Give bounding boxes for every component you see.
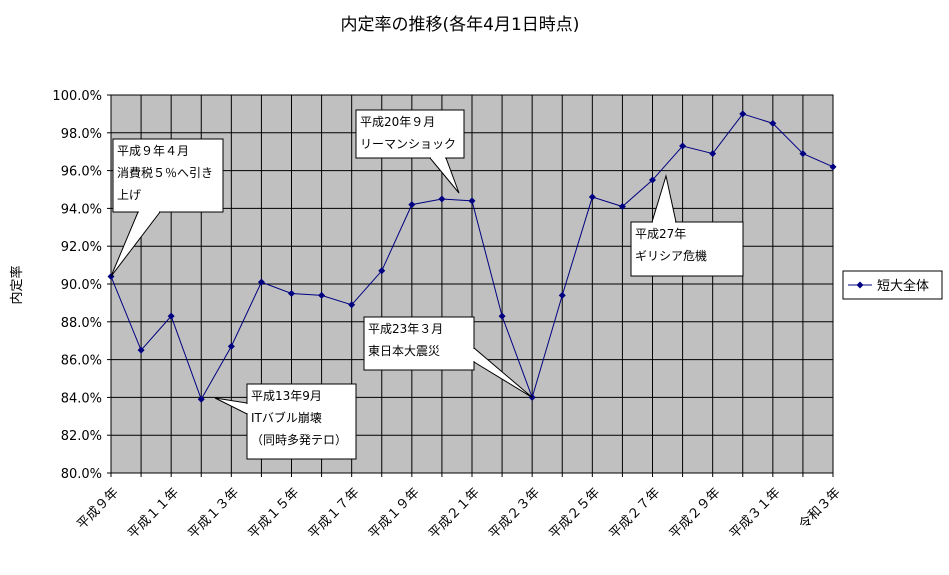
callout-text: 平成20年９月 [360,115,435,129]
callout-text: ITバブル崩壊 [251,410,322,425]
y-tick-label: 84.0% [61,391,102,406]
callout-text: 消費税５％へ引き [117,165,213,180]
data-point [378,267,386,275]
data-point [739,110,747,118]
callout-text: 平成９年４月 [117,144,189,158]
x-tick-label: 平成１３年 [186,485,243,542]
y-tick-label: 88.0% [61,316,102,331]
data-point [709,150,717,158]
data-point [137,346,145,354]
callout-text: 上げ [117,188,141,202]
legend: 短大全体 [842,270,943,300]
chart-title: 内定率の推移(各年4月1日時点) [341,15,580,35]
data-point [408,201,416,209]
x-tick-label: 平成２７年 [607,485,664,542]
y-tick-label: 92.0% [61,240,102,255]
callout-box [355,109,465,159]
y-tick-label: 90.0% [61,278,102,293]
data-point [197,395,205,403]
legend-label: 短大全体 [877,278,929,294]
data-point [257,278,265,286]
x-tick-label: 平成２３年 [486,485,543,542]
y-tick-label: 80.0% [61,467,102,482]
callout-text: 平成23年３月 [368,322,443,336]
data-point [799,150,807,158]
y-axis-label: 内定率 [9,265,25,304]
callout-box [112,138,224,213]
data-point [438,195,446,203]
data-point [588,193,596,201]
y-tick-label: 94.0% [61,202,102,217]
callout-text: ギリシア危機 [635,248,707,263]
callout-text: リーマンショック [360,137,456,151]
data-point [679,142,687,150]
y-tick-label: 82.0% [61,429,102,444]
x-tick-label: 平成１１年 [125,485,182,542]
y-tick-label: 98.0% [61,127,102,142]
x-tick-label: 平成１５年 [246,485,303,542]
x-tick-label: 平成２９年 [667,485,724,542]
data-point [318,291,326,299]
data-point [649,176,656,184]
x-tick-label: 平成１９年 [366,485,423,542]
data-point [769,119,777,127]
data-point [227,342,235,350]
annotation-callout: 平成13年9月 ITバブル崩壊 （同時多発テロ） [214,383,357,460]
x-tick-label: 平成９年 [74,485,121,532]
callout-text: 平成27年 [635,227,686,241]
x-tick-label: 平成３１年 [727,485,784,542]
callout-box [630,221,744,277]
callout-text: （同時多発テロ） [251,433,347,447]
data-point [829,163,837,171]
callout-box [363,316,475,371]
callout-text: 東日本大震災 [368,344,440,358]
y-tick-label: 86.0% [61,354,102,369]
x-tick-label: 平成２１年 [426,485,483,542]
x-tick-label: 平成１７年 [306,485,363,542]
callout-text: 平成13年9月 [251,389,322,403]
x-tick-label: 平成２５年 [547,485,604,542]
data-point [558,291,566,299]
callout-box [246,383,357,460]
data-point [618,203,626,211]
y-tick-label: 100.0% [52,89,102,104]
legend-swatch-marker [856,281,864,289]
data-point [498,312,506,320]
y-tick-label: 96.0% [61,165,102,180]
data-point [348,301,356,309]
data-point [468,197,476,205]
x-tick-label: 令和３年 [796,485,843,532]
data-point [288,289,295,297]
data-point [167,312,175,320]
annotations: 平成９年４月消費税５％へ引き上げ平成13年9月ITバブル崩壊（同時多発テロ）平成… [110,109,744,460]
